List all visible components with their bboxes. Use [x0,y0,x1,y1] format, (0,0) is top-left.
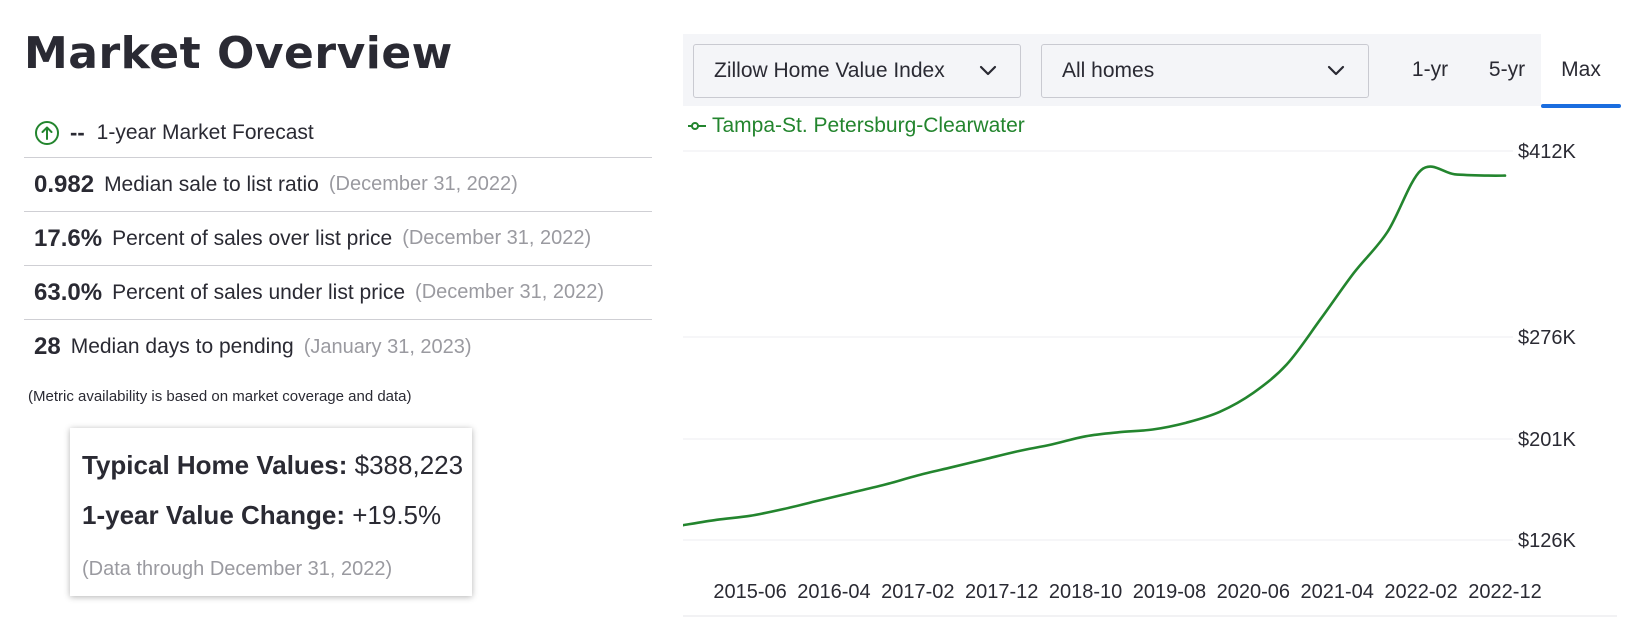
chevron-down-icon [979,65,997,76]
tab-max[interactable]: Max [1541,34,1621,108]
tab-label: Max [1561,58,1601,81]
y-tick-label: $276K [1518,327,1576,349]
x-tick-label: 2020-06 [1217,581,1290,603]
legend-series-name: Tampa-St. Petersburg-Clearwater [712,114,1025,137]
x-tick-label: 2017-02 [881,581,954,603]
metric-label: Median sale to list ratio [104,172,319,196]
x-axis-labels: 2015-06 2016-04 2017-02 2017-12 2018-10 2019-… [713,581,1541,603]
tab-1-yr[interactable]: 1-yr [1397,34,1463,106]
metric-date: (December 31, 2022) [328,173,518,195]
series-line-tampa [683,165,1507,527]
tab-label: 1-yr [1411,58,1449,81]
forecast-value: -- [70,119,85,145]
metric-row: 0.982 Median sale to list ratio (Decembe… [24,158,652,212]
legend-line-marker-icon [688,122,706,130]
index-select[interactable]: Zillow Home Value Index [693,44,1021,98]
chart-grid [683,150,1617,617]
metric-date: (December 31, 2022) [402,227,592,249]
page-title: Market Overview [24,28,453,79]
tab-label: 5-yr [1488,58,1526,81]
home-type-select-value: All homes [1062,59,1155,82]
metric-row: 28 Median days to pending (January 31, 2… [24,320,652,374]
metric-value: 17.6% [34,224,103,252]
home-type-select[interactable]: All homes [1041,44,1369,98]
metric-value: 0.982 [34,170,95,198]
home-value-chart: $126K $201K $276K $412K 2015-06 2016-04 2017-… [683,141,1617,617]
metric-label: Percent of sales under list price [112,280,406,304]
value-change: +19.5% [352,500,442,530]
metric-availability-note: (Metric availability is based on market … [28,388,412,405]
y-tick-label: $412K [1518,141,1576,163]
typical-home-value-row: Typical Home Values: $388,223 [82,450,463,481]
market-forecast-row: -- 1-year Market Forecast [24,110,652,158]
y-tick-label: $201K [1518,429,1576,451]
data-through-note: (Data through December 31, 2022) [82,558,393,580]
x-tick-label: 2017-12 [965,581,1038,603]
active-tab-indicator [1541,104,1621,108]
chart-toolbar: Zillow Home Value Index All homes 1-yr 5… [683,34,1621,108]
value-change-row: 1-year Value Change: +19.5% [82,500,441,531]
metric-date: (January 31, 2023) [303,335,472,358]
metric-value: 28 [34,333,61,360]
x-tick-label: 2022-12 [1468,581,1541,603]
typical-home-value-label: Typical Home Values: [82,450,348,480]
x-tick-label: 2015-06 [713,581,786,603]
x-tick-label: 2019-08 [1133,581,1206,603]
x-tick-label: 2022-02 [1384,581,1457,603]
arrow-up-circle-icon [35,120,59,145]
metric-date: (December 31, 2022) [415,281,605,303]
y-axis-labels: $126K $201K $276K $412K [1518,141,1576,552]
metric-row: 63.0% Percent of sales under list price … [24,266,652,320]
typical-home-value: $388,223 [354,450,464,480]
chevron-down-icon [1327,65,1345,76]
x-tick-label: 2016-04 [797,581,870,603]
tab-5-yr[interactable]: 5-yr [1471,34,1543,106]
metric-row: 17.6% Percent of sales over list price (… [24,212,652,266]
home-value-card: Typical Home Values: $388,223 1-year Val… [70,428,472,596]
y-tick-label: $126K [1518,530,1576,552]
value-change-label: 1-year Value Change: [82,500,345,530]
metric-value: 63.0% [34,278,103,306]
metric-label: Median days to pending [70,335,294,358]
chart-legend[interactable]: Tampa-St. Petersburg-Clearwater [688,114,1025,138]
x-tick-label: 2018-10 [1049,581,1122,603]
x-tick-label: 2021-04 [1301,581,1374,603]
forecast-label: 1-year Market Forecast [96,120,314,144]
index-select-value: Zillow Home Value Index [714,59,945,82]
metric-label: Percent of sales over list price [112,226,393,250]
